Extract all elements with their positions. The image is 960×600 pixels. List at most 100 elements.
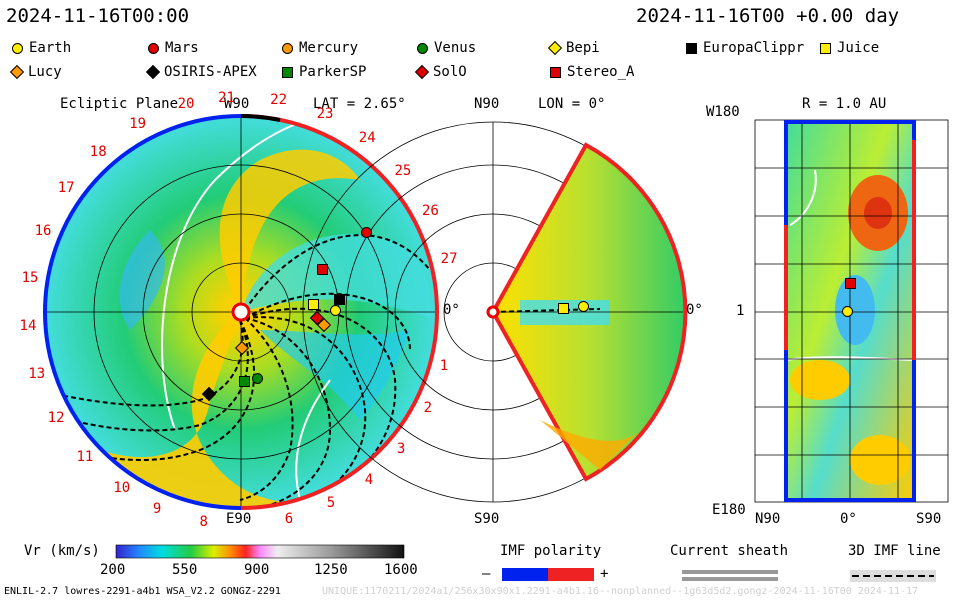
current-sheath-title: Current sheath: [670, 543, 789, 559]
rotation-number: 19: [129, 115, 147, 132]
legend-item-solo: SolO: [414, 64, 467, 80]
rotation-number: 3: [396, 440, 406, 457]
ecliptic-title: Ecliptic Plane: [60, 96, 179, 112]
legend-item-venus: Venus: [417, 40, 476, 56]
rotation-number: 16: [34, 222, 52, 239]
map-x-right: S90: [916, 511, 942, 527]
rotation-number: 15: [21, 269, 39, 286]
legend-item-mars: Mars: [148, 40, 199, 56]
rotation-number: 11: [76, 448, 94, 465]
rotation-number: 1: [439, 358, 449, 375]
rotation-number: 20: [177, 96, 195, 113]
colorbar-label: Vr (km/s): [24, 543, 100, 559]
ecliptic-right-label: 0°: [443, 302, 460, 318]
legend-item-europaclippr: EuropaClippr: [686, 40, 804, 56]
juice-meridional-marker: [558, 303, 569, 314]
earth-meridional-marker: [578, 301, 589, 312]
legend-item-lucy: Lucy: [9, 64, 62, 80]
rotation-number: 18: [89, 143, 107, 160]
legend-label: Venus: [434, 40, 477, 56]
map-y-top: W180: [706, 104, 740, 120]
legend-label: Earth: [29, 40, 72, 56]
map-x-mid: 0°: [840, 511, 857, 527]
legend-item-stereo-a: Stereo_A: [550, 64, 634, 80]
rotation-number: 27: [440, 251, 458, 268]
legend-label: SolO: [433, 64, 467, 80]
legend-label: Bepi: [566, 40, 600, 56]
square-icon: [820, 42, 831, 54]
circle-icon: [282, 42, 293, 54]
legend-item-earth: Earth: [12, 40, 71, 56]
map-title: R = 1.0 AU: [802, 96, 887, 112]
forecast-time: 2024-11-16T00 +0.00 day: [636, 5, 900, 27]
stereo-a-map-marker: [845, 278, 856, 289]
legend-label: Juice: [837, 40, 880, 56]
legend-label: Lucy: [28, 64, 62, 80]
rotation-number: 14: [19, 317, 37, 334]
meridional-right-label: 0°: [686, 302, 703, 318]
rotation-number: 13: [28, 365, 46, 382]
rotation-number: 6: [284, 510, 294, 527]
rotation-number: 25: [394, 162, 412, 179]
meridional-top-label: N90: [474, 96, 500, 112]
legend-item-bepi: Bepi: [547, 40, 600, 56]
ecliptic-top-label: W90: [224, 96, 250, 112]
square-icon: [550, 66, 561, 78]
model-footer: ENLIL-2.7 lowres-2291-a4b1 WSA_V2.2 GONG…: [4, 586, 281, 597]
rotation-number: 8: [199, 514, 208, 531]
legend-item-juice: Juice: [820, 40, 879, 56]
legend-item-parkersp: ParkerSP: [282, 64, 366, 80]
imf-line-title: 3D IMF line: [848, 543, 941, 559]
map-x-left: N90: [755, 511, 781, 527]
legend-label: Mercury: [299, 40, 359, 56]
rotation-number: 5: [326, 495, 336, 512]
stereo-a-marker: [317, 264, 328, 275]
colorbar-tick: 900: [244, 562, 270, 578]
imf-plus: +: [600, 566, 609, 582]
rotation-number: 26: [421, 202, 439, 219]
legend-label: Stereo_A: [567, 64, 635, 80]
rotation-number: 9: [152, 501, 162, 518]
juice-marker: [308, 299, 319, 310]
rotation-number: 12: [47, 410, 65, 426]
ecliptic-lat: LAT = 2.65°: [313, 96, 406, 112]
map-y-mid: 1: [736, 303, 745, 319]
rotation-number: 2: [423, 400, 433, 417]
legend-label: EuropaClippr: [703, 40, 805, 56]
rotation-number: 22: [270, 92, 288, 109]
legend-item-mercury: Mercury: [282, 40, 358, 56]
venus-marker: [252, 373, 263, 384]
mars-marker: [361, 227, 372, 238]
ecliptic-bottom-label: E90: [226, 511, 252, 527]
rotation-number: 23: [316, 106, 334, 122]
square-icon: [282, 66, 293, 78]
earth-map-marker: [842, 306, 853, 317]
ecliptic-plane-plot: [43, 114, 439, 510]
europa-clipper-marker: [334, 294, 345, 305]
run-footer: UNIQUE:1170211/2024a1/256x30x90x1.2291-a…: [322, 586, 919, 597]
rotation-number: 4: [364, 471, 374, 488]
rotation-number: 17: [57, 180, 75, 197]
rotation-number: 21: [218, 89, 235, 106]
rotation-number: 10: [113, 480, 131, 497]
earth-marker: [330, 305, 341, 316]
map-y-bottom: E180: [712, 502, 746, 518]
imf-polarity-title: IMF polarity: [500, 543, 602, 559]
rotation-number: 24: [358, 129, 376, 146]
velocity-colorbar: [115, 544, 405, 559]
meridional-lon: LON = 0°: [538, 96, 606, 112]
parker-sp-marker: [239, 376, 250, 387]
model-time: 2024-11-16T00:00: [6, 5, 190, 27]
legend-label: OSIRIS-APEX: [164, 64, 257, 80]
colorbar-tick: 550: [172, 562, 198, 578]
circle-icon: [148, 42, 159, 54]
colorbar-tick: 200: [100, 562, 126, 578]
meridional-bottom-label: S90: [474, 511, 500, 527]
circle-icon: [417, 42, 428, 54]
square-icon: [686, 42, 697, 54]
colorbar-tick: 1600: [384, 562, 418, 578]
legend-label: Mars: [165, 40, 199, 56]
meridional-plane-plot: [302, 121, 688, 503]
legend-item-osiris-apex: OSIRIS-APEX: [145, 64, 257, 80]
